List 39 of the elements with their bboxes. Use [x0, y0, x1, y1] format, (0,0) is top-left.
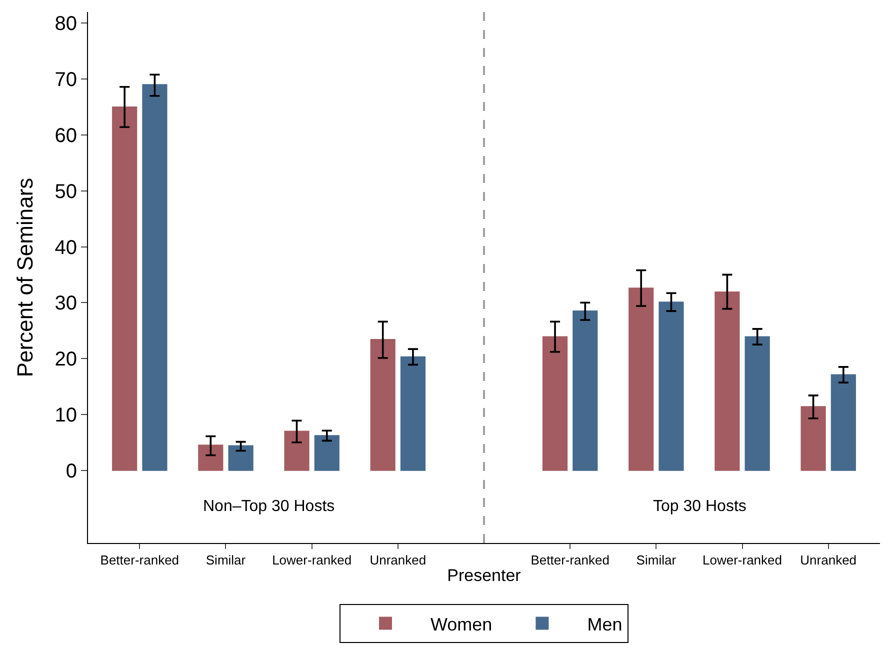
x-tick-label: Similar: [636, 552, 677, 568]
bar: [830, 374, 856, 471]
y-tick-label: 80: [54, 13, 77, 36]
x-tick-label: Lower-ranked: [272, 552, 352, 568]
bar: [800, 406, 826, 471]
x-tick-label: Better-ranked: [530, 552, 610, 568]
bar: [314, 435, 340, 471]
y-tick-label: 40: [54, 236, 77, 259]
y-tick-label: 20: [54, 348, 77, 371]
annotation: Non–Top 30 Hosts: [203, 498, 335, 515]
bar: [572, 310, 598, 471]
bar: [198, 444, 224, 471]
bar: [744, 336, 770, 471]
legend-label: Women: [430, 614, 492, 634]
y-tick-label: 60: [54, 124, 77, 147]
x-tick-label: Lower-ranked: [702, 552, 782, 568]
bar: [284, 430, 310, 471]
y-tick-label: 70: [54, 69, 77, 92]
y-axis-title: Percent of Seminars: [12, 178, 38, 378]
bar: [400, 356, 426, 471]
x-tick-label: Better-ranked: [100, 552, 180, 568]
bar: [658, 302, 684, 471]
x-axis-title: Presenter: [447, 566, 522, 585]
bar: [370, 339, 396, 471]
x-tick-label: Unranked: [800, 552, 857, 568]
x-tick-label: Unranked: [370, 552, 426, 568]
bar: [142, 84, 168, 471]
bar: [228, 445, 254, 471]
x-tick-label: Similar: [206, 552, 246, 568]
bar: [542, 336, 568, 471]
bar: [112, 106, 138, 471]
legend-label: Men: [587, 614, 622, 634]
annotation: Top 30 Hosts: [653, 498, 746, 515]
y-tick-label: 50: [54, 180, 77, 203]
bar: [714, 292, 740, 471]
bar: [628, 288, 654, 471]
y-tick-label: 10: [54, 404, 77, 426]
y-tick-label: 30: [54, 292, 77, 315]
y-tick-label: 0: [66, 460, 77, 482]
